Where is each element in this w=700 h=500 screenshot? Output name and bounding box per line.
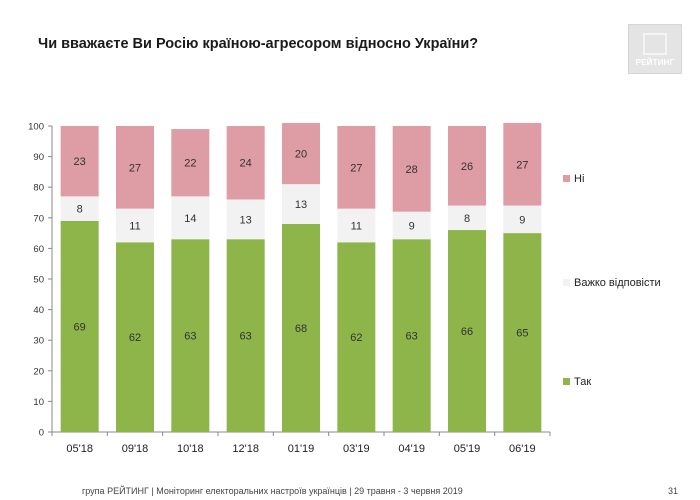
bar-segment [60,126,99,197]
footer-text: група РЕЙТИНГ | Моніторинг електоральних… [82,486,463,496]
bar-value-label: 11 [129,220,140,232]
page-title: Чи вважаєте Ви Росію країною-агресором в… [38,36,479,52]
bar-value-label: 23 [74,156,86,168]
bar-value-label: 69 [74,321,86,333]
bar-value-label: 13 [295,199,307,211]
bar-segment [503,205,542,234]
x-category-label: 01'19 [288,443,315,455]
bar-segment [282,184,320,224]
bar-value-label: 66 [461,326,473,338]
legend-label: Важко відповісти [574,277,661,289]
legend-swatch [563,378,570,385]
bar-value-label: 8 [464,213,470,225]
bar-segment [171,196,210,240]
x-category-label: 10'18 [177,443,204,455]
y-tick-label: 20 [33,366,44,377]
bar-value-label: 26 [461,161,473,173]
x-category-label: 12'18 [232,443,259,455]
legend-swatch [563,279,570,286]
bar-value-label: 62 [129,332,141,344]
bar-value-label: 28 [406,164,418,176]
y-tick-label: 70 [33,213,44,224]
bar-segment [60,220,99,432]
bar-value-label: 9 [409,220,415,232]
bar-segment [392,239,431,432]
logo-mark-icon [643,33,667,55]
bar-value-label: 24 [240,158,252,170]
y-tick-label: 90 [33,152,44,163]
bar-segment [171,129,210,197]
bar-value-label: 8 [77,204,83,216]
bar-value-label: 63 [240,331,252,343]
bar-segment [116,126,154,209]
x-category-label: 03'19 [343,443,370,455]
bar-segment [226,126,265,200]
x-category-label: 06'19 [509,443,536,455]
bar-segment [337,208,376,243]
y-tick-label: 80 [33,183,44,194]
bar-value-label: 9 [519,214,525,226]
bar-segment [60,196,99,221]
x-category-label: 05'18 [66,443,93,455]
bar-segment [116,208,154,243]
rating-logo: РЕЙТИНГ [628,24,682,74]
bar-segment [171,239,210,432]
bar-value-label: 22 [184,158,196,170]
bar-value-label: 63 [406,331,418,343]
bar-value-label: 27 [516,159,528,171]
bar-segment [503,122,542,206]
bar-value-label: 27 [350,162,362,174]
bar-segment [226,199,265,240]
bar-segment [337,126,376,209]
x-category-label: 05'19 [454,443,481,455]
bar-segment [337,242,376,432]
bar-segment [448,126,486,206]
bar-segment [503,233,542,432]
bar-segment [392,211,431,240]
bar-value-label: 20 [295,149,307,161]
bar-value-label: 63 [184,331,196,343]
page-number: 31 [668,486,679,496]
bar-value-label: 14 [184,213,196,225]
bar-value-label: 68 [295,323,307,335]
legend-label: Так [574,376,591,388]
bar-segment [448,230,486,432]
bar-value-label: 65 [516,328,528,340]
bar-segment [448,205,486,231]
bar-value-label: 62 [350,332,362,344]
bar-segment [282,223,320,432]
bar-value-label: 13 [240,214,252,226]
y-tick-label: 40 [33,305,44,316]
legend-swatch [563,175,570,182]
legend-label: Ні [574,173,584,185]
y-tick-label: 10 [33,397,44,408]
bar-segment [282,122,320,185]
y-tick-label: 50 [33,275,44,286]
bar-segment [116,242,154,432]
bar-segment [226,239,265,432]
x-category-label: 09'18 [122,443,149,455]
y-tick-label: 0 [39,428,44,439]
x-category-label: 04'19 [398,443,425,455]
logo-text: РЕЙТИНГ [635,58,675,67]
bar-value-label: 11 [351,220,362,232]
bar-value-label: 27 [129,162,141,174]
y-tick-label: 30 [33,336,44,347]
bar-segment [392,126,431,212]
y-tick-label: 100 [28,122,44,133]
y-tick-label: 60 [33,244,44,255]
